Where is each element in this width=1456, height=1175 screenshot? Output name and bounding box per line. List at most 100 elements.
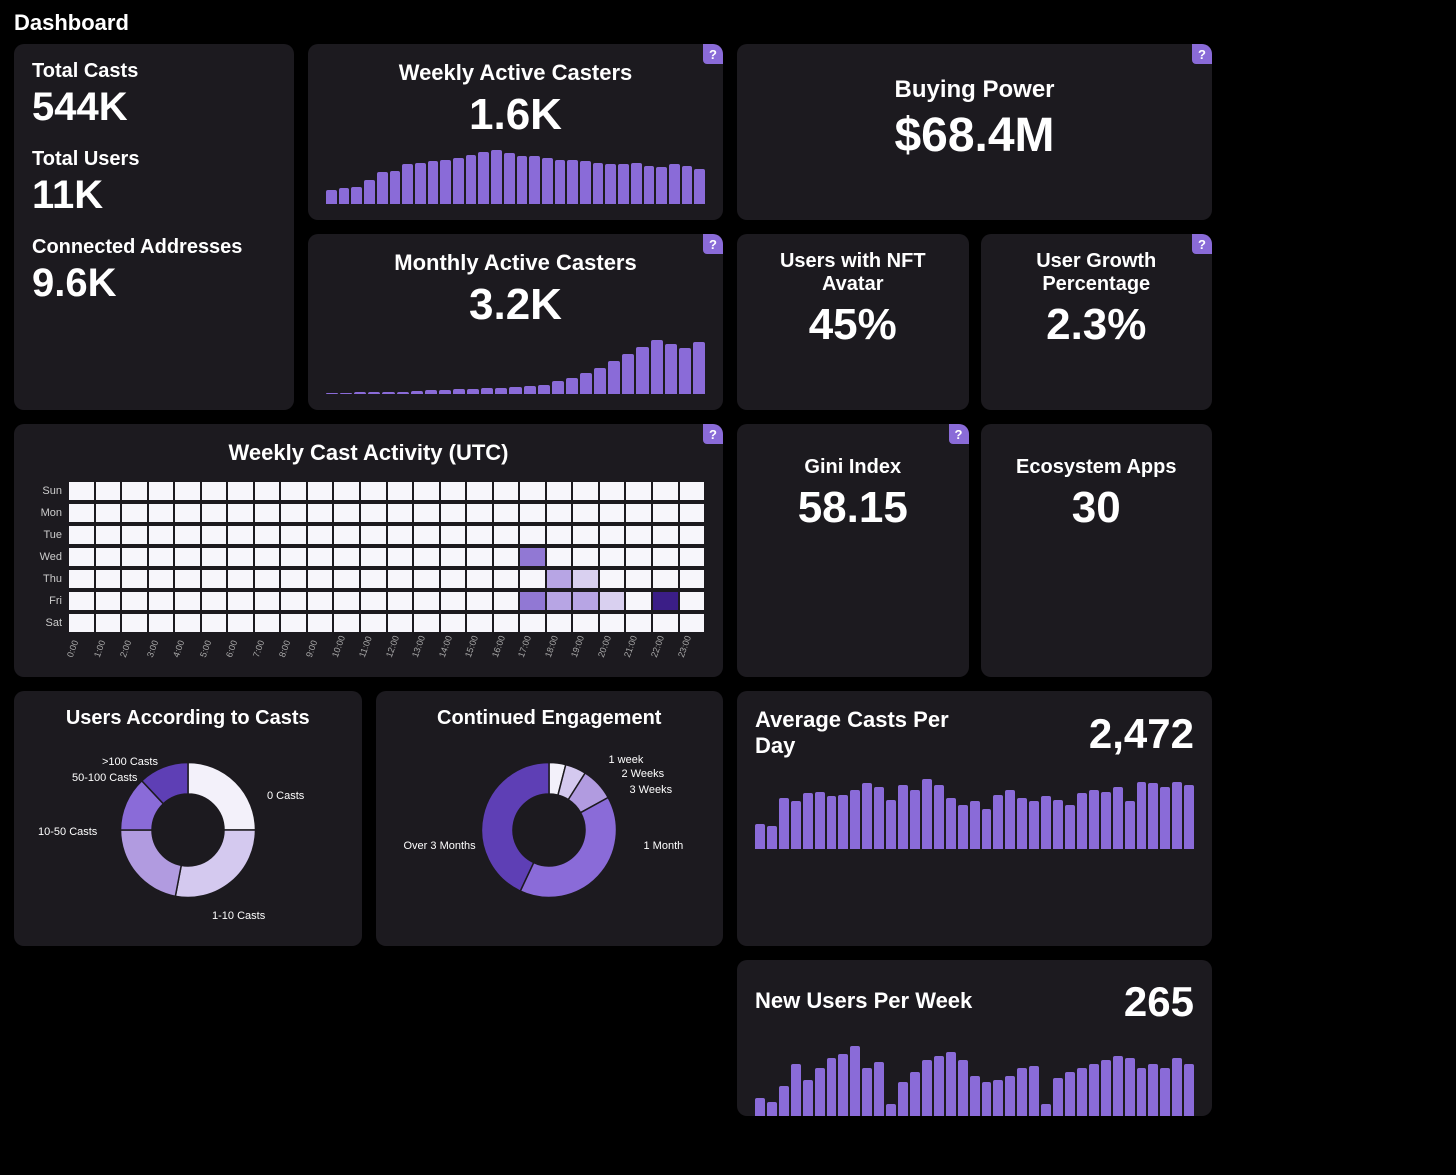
spark-bar	[326, 190, 337, 204]
heatmap-cell	[227, 503, 254, 523]
heatmap-cell	[572, 569, 599, 589]
heatmap-cell	[466, 525, 493, 545]
spark-bar	[803, 1080, 813, 1116]
heatmap-day-label: Mon	[32, 507, 68, 519]
donut-label: 0 Casts	[267, 790, 304, 802]
spark-bar	[982, 1082, 992, 1116]
heatmap-cell	[68, 525, 95, 545]
spark-bar	[827, 796, 837, 848]
heatmap-cell	[493, 591, 520, 611]
heatmap-cell	[333, 591, 360, 611]
spark-bar	[693, 342, 705, 394]
spark-bar	[326, 393, 338, 394]
heatmap-cell	[148, 481, 175, 501]
spark-bar	[958, 805, 968, 849]
spark-bar	[622, 354, 634, 394]
spark-bar	[377, 172, 388, 204]
spark-bar	[850, 1046, 860, 1116]
heatmap-cell	[466, 481, 493, 501]
heatmap-cell	[333, 569, 360, 589]
spark-bar	[1148, 783, 1158, 848]
spark-bar	[1160, 1068, 1170, 1116]
card-title: Buying Power	[755, 76, 1194, 104]
heatmap-day-label: Sun	[32, 485, 68, 497]
spark-bar	[1053, 800, 1063, 849]
heatmap-cell	[280, 503, 307, 523]
spark-bar	[467, 389, 479, 394]
spark-bar	[779, 1086, 789, 1116]
heatmap-hour-label: 23:00	[676, 634, 709, 664]
card-title: Users According to Casts	[32, 707, 344, 730]
donut-label: 10-50 Casts	[38, 826, 97, 838]
kpi-total-casts: Total Casts 544K	[32, 60, 276, 130]
heatmap-cell	[95, 591, 122, 611]
kpi-value: 544K	[32, 85, 276, 130]
heatmap-cell	[440, 525, 467, 545]
heatmap-cell	[387, 591, 414, 611]
heatmap-cell	[493, 547, 520, 567]
heatmap-cell	[360, 503, 387, 523]
heatmap-cell	[201, 547, 228, 567]
heatmap-cell	[121, 569, 148, 589]
heatmap-cell	[652, 481, 679, 501]
heatmap-day-label: Fri	[32, 595, 68, 607]
heatmap-row: Thu	[32, 568, 705, 590]
heatmap-cell	[652, 613, 679, 633]
heatmap-cell	[148, 613, 175, 633]
spark-bar	[478, 152, 489, 204]
card-value: 30	[999, 483, 1195, 533]
spark-bar	[862, 783, 872, 848]
heatmap-cell	[546, 503, 573, 523]
spark-bar	[1077, 793, 1087, 848]
heatmap-cell	[174, 503, 201, 523]
help-icon[interactable]: ?	[949, 424, 969, 444]
spark-bar	[1005, 1076, 1015, 1116]
spark-bar	[934, 785, 944, 848]
heatmap-cell	[546, 481, 573, 501]
heatmap-cell	[254, 591, 281, 611]
heatmap-cell	[679, 569, 706, 589]
spark-bar	[1065, 1072, 1075, 1116]
heatmap-cell	[440, 503, 467, 523]
card-value: 1.6K	[326, 90, 705, 140]
spark-bar	[815, 792, 825, 849]
spark-bar	[605, 164, 616, 204]
help-icon[interactable]: ?	[1192, 234, 1212, 254]
donut-label: 1 Month	[644, 840, 684, 852]
heatmap-cell	[333, 481, 360, 501]
spark-bar	[504, 153, 515, 204]
heatmap-cell	[148, 503, 175, 523]
spark-bar	[803, 793, 813, 848]
heatmap-cell	[625, 503, 652, 523]
spark-bar	[453, 158, 464, 204]
heatmap-cell	[493, 569, 520, 589]
users-by-casts-card: Users According to Casts 0 Casts 1-10 Cas…	[14, 691, 362, 946]
help-icon[interactable]: ?	[703, 234, 723, 254]
help-icon[interactable]: ?	[703, 44, 723, 64]
heatmap-cell	[333, 547, 360, 567]
heatmap-cell	[679, 591, 706, 611]
spark-bar	[791, 801, 801, 848]
heatmap-day-label: Thu	[32, 573, 68, 585]
spark-bar	[1029, 1066, 1039, 1116]
spark-bar	[1184, 785, 1194, 848]
heatmap-day-label: Tue	[32, 529, 68, 541]
spark-bar	[815, 1068, 825, 1116]
spark-bar	[679, 348, 691, 394]
heatmap-cell	[95, 503, 122, 523]
help-icon[interactable]: ?	[703, 424, 723, 444]
heatmap-cell	[652, 503, 679, 523]
spark-bar	[1089, 790, 1099, 849]
heatmap-cell	[307, 591, 334, 611]
heatmap-cell	[174, 547, 201, 567]
donut-label: 1-10 Casts	[212, 910, 265, 922]
weekly-active-card: ? Weekly Active Casters 1.6K	[308, 44, 723, 220]
spark-bar	[838, 795, 848, 849]
spark-bar	[1172, 1058, 1182, 1116]
help-icon[interactable]: ?	[1192, 44, 1212, 64]
spark-bar	[495, 388, 507, 394]
spark-bar	[669, 164, 680, 204]
spark-bar	[874, 1062, 884, 1116]
spark-bar	[542, 158, 553, 204]
avg-casts-sparkline	[755, 779, 1194, 849]
